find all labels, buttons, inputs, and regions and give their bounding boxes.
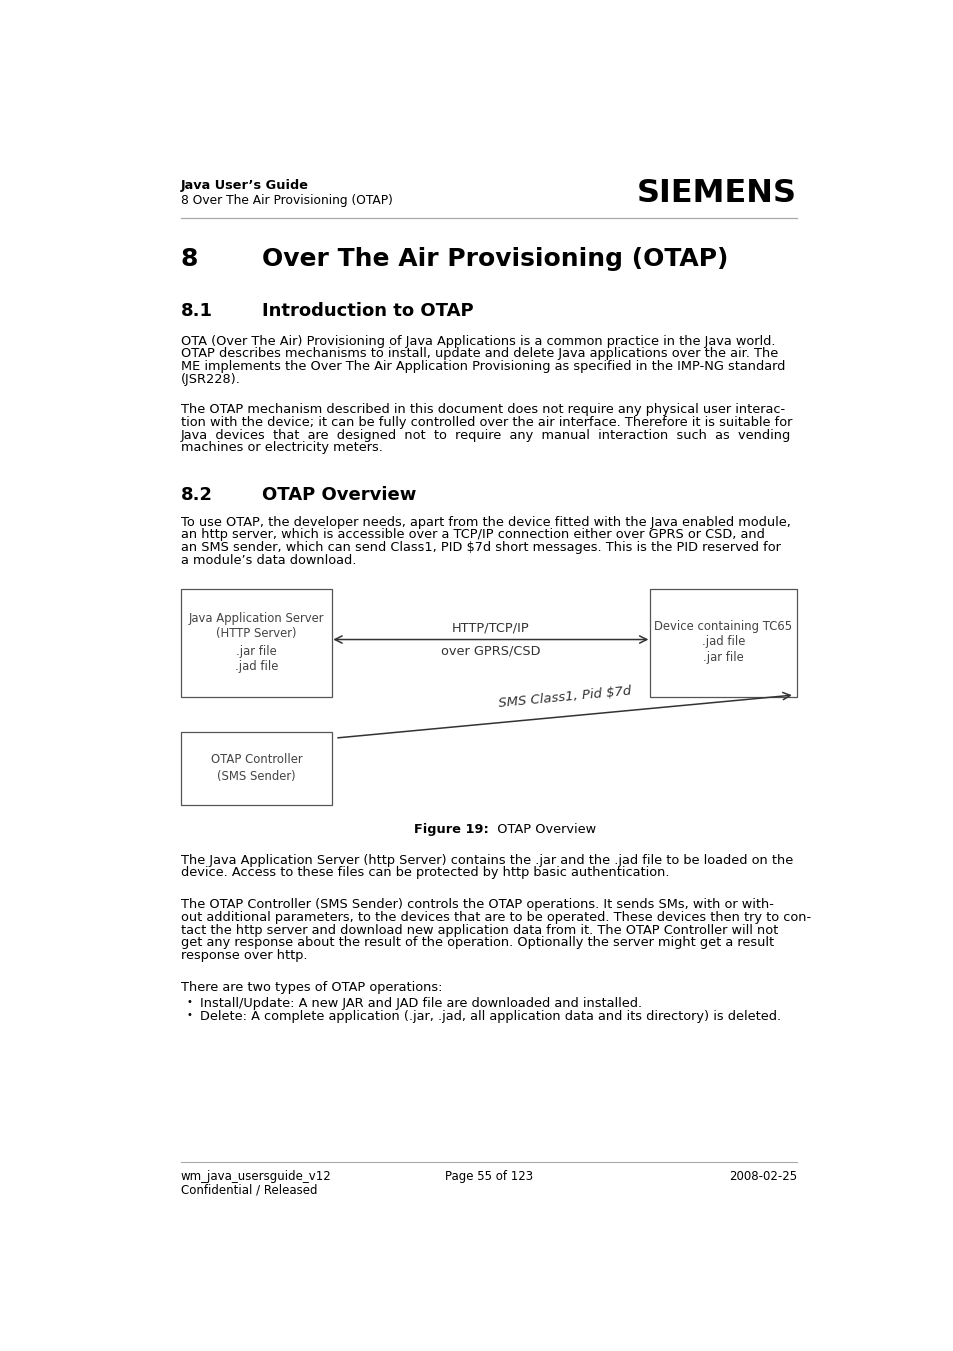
Text: OTA (Over The Air) Provisioning of Java Applications is a common practice in the: OTA (Over The Air) Provisioning of Java … — [181, 335, 775, 347]
Text: get any response about the result of the operation. Optionally the server might : get any response about the result of the… — [181, 936, 773, 950]
Text: Install/Update: A new JAR and JAD file are downloaded and installed.: Install/Update: A new JAR and JAD file a… — [200, 997, 641, 1009]
Text: tion with the device; it can be fully controlled over the air interface. Therefo: tion with the device; it can be fully co… — [181, 416, 791, 428]
Text: tact the http server and download new application data from it. The OTAP Control: tact the http server and download new ap… — [181, 924, 778, 936]
Text: 8 Over The Air Provisioning (OTAP): 8 Over The Air Provisioning (OTAP) — [181, 193, 393, 207]
Text: OTAP describes mechanisms to install, update and delete Java applications over t: OTAP describes mechanisms to install, up… — [181, 347, 778, 361]
Text: device. Access to these files can be protected by http basic authentication.: device. Access to these files can be pro… — [181, 866, 669, 880]
Text: .jar file: .jar file — [702, 651, 743, 663]
Text: Device containing TC65: Device containing TC65 — [654, 620, 792, 632]
Text: .jar file: .jar file — [235, 644, 276, 658]
Text: The OTAP mechanism described in this document does not require any physical user: The OTAP mechanism described in this doc… — [181, 403, 784, 416]
Text: Over The Air Provisioning (OTAP): Over The Air Provisioning (OTAP) — [262, 247, 728, 270]
Text: an http server, which is accessible over a TCP/IP connection either over GPRS or: an http server, which is accessible over… — [181, 528, 764, 542]
Text: Java User’s Guide: Java User’s Guide — [181, 180, 309, 192]
Text: machines or electricity meters.: machines or electricity meters. — [181, 442, 382, 454]
Text: 2008-02-25: 2008-02-25 — [728, 1170, 796, 1183]
Text: Page 55 of 123: Page 55 of 123 — [444, 1170, 533, 1183]
Text: OTAP Overview: OTAP Overview — [488, 823, 596, 836]
Text: The Java Application Server (http Server) contains the .jar and the .jad file to: The Java Application Server (http Server… — [181, 854, 792, 866]
Text: Figure 19:: Figure 19: — [414, 823, 488, 836]
FancyBboxPatch shape — [649, 589, 796, 697]
Text: •: • — [186, 1011, 192, 1020]
Text: Delete: A complete application (.jar, .jad, all application data and its directo: Delete: A complete application (.jar, .j… — [200, 1011, 781, 1023]
Text: an SMS sender, which can send Class1, PID $7d short messages. This is the PID re: an SMS sender, which can send Class1, PI… — [181, 540, 780, 554]
Text: OTAP Controller: OTAP Controller — [211, 753, 302, 766]
FancyBboxPatch shape — [181, 589, 332, 697]
Text: (JSR228).: (JSR228). — [181, 373, 240, 386]
Text: HTTP/TCP/IP: HTTP/TCP/IP — [452, 621, 529, 634]
Text: (SMS Sender): (SMS Sender) — [217, 770, 295, 782]
Text: There are two types of OTAP operations:: There are two types of OTAP operations: — [181, 981, 442, 994]
Text: •: • — [186, 997, 192, 1006]
Text: .jad file: .jad file — [234, 661, 278, 673]
Text: Java  devices  that  are  designed  not  to  require  any  manual  interaction  : Java devices that are designed not to re… — [181, 428, 790, 442]
Text: response over http.: response over http. — [181, 948, 307, 962]
Text: ME implements the Over The Air Application Provisioning as specified in the IMP-: ME implements the Over The Air Applicati… — [181, 359, 784, 373]
Text: a module’s data download.: a module’s data download. — [181, 554, 355, 566]
Text: SIEMENS: SIEMENS — [637, 177, 796, 208]
Text: Introduction to OTAP: Introduction to OTAP — [262, 303, 474, 320]
Text: .jad file: .jad file — [701, 635, 744, 648]
Text: To use OTAP, the developer needs, apart from the device fitted with the Java ena: To use OTAP, the developer needs, apart … — [181, 516, 790, 528]
Text: 8.2: 8.2 — [181, 486, 213, 504]
Text: (HTTP Server): (HTTP Server) — [216, 627, 296, 640]
Text: The OTAP Controller (SMS Sender) controls the OTAP operations. It sends SMs, wit: The OTAP Controller (SMS Sender) control… — [181, 898, 773, 911]
Text: Java Application Server: Java Application Server — [189, 612, 324, 626]
Text: 8: 8 — [181, 247, 198, 270]
Text: OTAP Overview: OTAP Overview — [262, 486, 416, 504]
Text: over GPRS/CSD: over GPRS/CSD — [440, 644, 540, 658]
Text: 8.1: 8.1 — [181, 303, 213, 320]
Text: wm_java_usersguide_v12: wm_java_usersguide_v12 — [181, 1170, 332, 1183]
Text: SMS Class1, Pid $7d: SMS Class1, Pid $7d — [497, 685, 631, 711]
Text: out additional parameters, to the devices that are to be operated. These devices: out additional parameters, to the device… — [181, 911, 810, 924]
Text: Confidential / Released: Confidential / Released — [181, 1183, 317, 1197]
FancyBboxPatch shape — [181, 732, 332, 805]
